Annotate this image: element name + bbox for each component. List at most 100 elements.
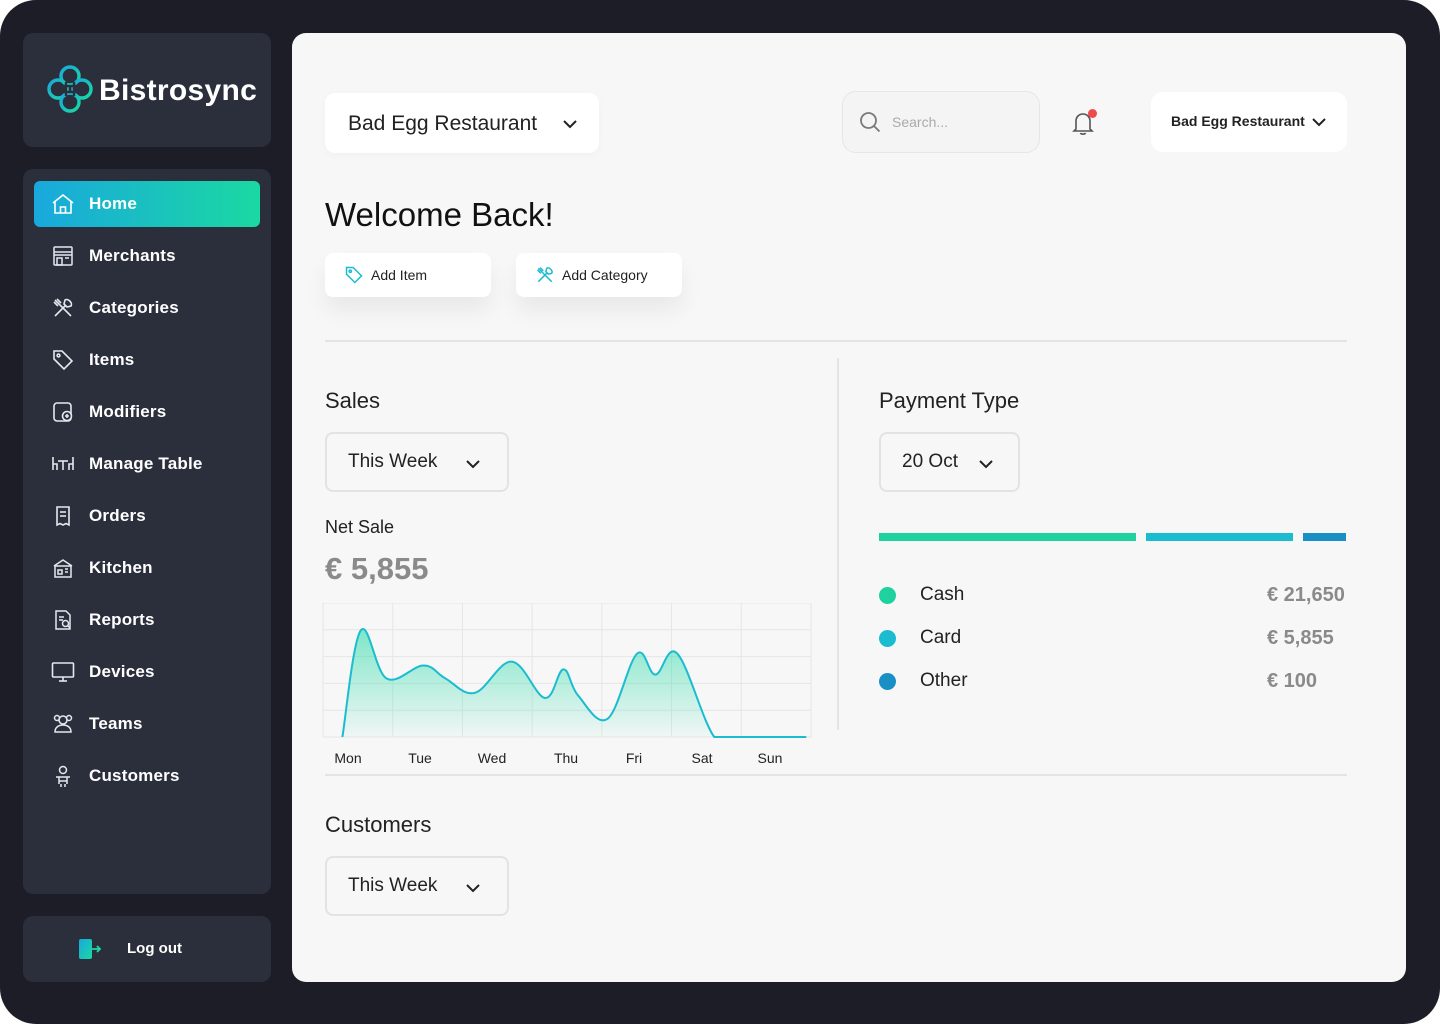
sidebar-item-label: Reports (89, 610, 155, 629)
sidebar-item-orders[interactable]: Orders (34, 493, 260, 539)
chevron-down-icon (1312, 118, 1326, 127)
restaurant-select-value: Bad Egg Restaurant (348, 112, 538, 135)
customers-period-value: This Week (348, 875, 438, 896)
payment-bar-card (1146, 533, 1293, 541)
x-tick-label: Sat (691, 750, 712, 766)
sales-line (341, 628, 807, 738)
payment-bar-other (1303, 533, 1346, 541)
card-dot-icon (879, 630, 896, 647)
x-tick-label: Wed (478, 750, 507, 766)
chevron-down-icon (563, 120, 577, 129)
sidebar-item-label: Home (89, 194, 138, 213)
sales-period-select[interactable]: This Week (325, 432, 509, 492)
x-tick-label: Sun (758, 750, 783, 766)
tag-icon (53, 350, 74, 371)
add-item-label: Add Item (371, 267, 428, 283)
monitor-icon (51, 662, 75, 682)
sidebar-item-devices[interactable]: Devices (34, 649, 260, 695)
sidebar-item-label: Kitchen (89, 558, 153, 577)
bistrosync-logo-icon (47, 65, 93, 113)
account-menu[interactable]: Bad Egg Restaurant (1151, 92, 1347, 152)
sidebar-item-home[interactable]: Home (34, 181, 260, 227)
payment-title: Payment Type (879, 388, 1020, 413)
sidebar-item-label: Customers (89, 766, 180, 785)
logout-button[interactable]: Log out (23, 916, 271, 982)
brand-card: Bistrosync (23, 33, 271, 147)
chevron-down-icon (466, 460, 480, 469)
sidebar-item-items[interactable]: Items (34, 337, 260, 383)
x-tick-label: Tue (408, 750, 432, 766)
x-tick-label: Mon (334, 750, 361, 766)
sidebar-item-modifiers[interactable]: Modifiers (34, 389, 260, 435)
chevron-down-icon (466, 884, 480, 893)
sidebar-item-label: Orders (89, 506, 146, 525)
customers-title: Customers (325, 812, 432, 837)
team-icon (53, 714, 73, 733)
x-tick-label: Fri (626, 750, 642, 766)
other-value: € 100 (1267, 670, 1318, 692)
divider (325, 340, 1347, 342)
restaurant-select[interactable]: Bad Egg Restaurant (325, 93, 599, 153)
payment-period-value: 20 Oct (902, 451, 958, 472)
search-box[interactable] (842, 91, 1040, 153)
kitchen-icon (53, 559, 73, 578)
sales-area (342, 629, 807, 737)
cash-value: € 21,650 (1267, 584, 1345, 606)
receipt-icon (56, 506, 70, 527)
sidebar-item-merchants[interactable]: Merchants (34, 233, 260, 279)
sales-chart: Mon Tue Wed Thu Fri Sat Sun (322, 603, 812, 766)
divider (325, 774, 1347, 776)
add-category-label: Add Category (562, 267, 648, 283)
sales-period-value: This Week (348, 451, 438, 472)
sidebar-nav: Home Merchants Categories Items Modifier… (23, 169, 271, 894)
modifier-icon (53, 402, 73, 422)
chevron-down-icon (979, 460, 993, 469)
cash-dot-icon (879, 587, 896, 604)
add-category-button[interactable]: Add Category (516, 253, 682, 297)
cash-label: Cash (920, 584, 965, 605)
add-item-button[interactable]: Add Item (325, 253, 491, 297)
notification-dot (1088, 109, 1097, 118)
card-label: Card (920, 627, 962, 648)
sidebar-item-label: Devices (89, 662, 155, 681)
sidebar-item-label: Merchants (89, 246, 176, 265)
table-icon (52, 457, 74, 470)
sidebar-item-label: Items (89, 350, 135, 369)
divider (837, 358, 839, 730)
sidebar-item-label: Teams (89, 714, 143, 733)
card-value: € 5,855 (1267, 627, 1334, 649)
sales-title: Sales (325, 388, 381, 413)
net-sale-value: € 5,855 (325, 551, 429, 586)
home-icon (52, 193, 74, 214)
other-label: Other (920, 670, 968, 691)
x-tick-label: Thu (554, 750, 578, 766)
utensils-icon (53, 298, 73, 317)
logout-label: Log out (127, 940, 182, 957)
customer-icon (56, 765, 70, 787)
sidebar-item-categories[interactable]: Categories (34, 285, 260, 331)
tag-icon (345, 266, 363, 284)
sidebar-item-reports[interactable]: Reports (34, 597, 260, 643)
sidebar-item-kitchen[interactable]: Kitchen (34, 545, 260, 591)
bell-icon[interactable] (1070, 110, 1096, 136)
sidebar-item-label: Modifiers (89, 402, 167, 421)
sidebar-item-label: Manage Table (89, 454, 203, 473)
sidebar-item-label: Categories (89, 298, 179, 317)
payment-bar-cash (879, 533, 1136, 541)
main-content: Bad Egg Restaurant Bad Egg Restaurant We… (292, 33, 1406, 982)
sidebar-item-manage-table[interactable]: Manage Table (34, 441, 260, 487)
account-label: Bad Egg Restaurant (1171, 113, 1305, 129)
report-icon (55, 610, 71, 630)
payment-period-select[interactable]: 20 Oct (879, 432, 1020, 492)
other-dot-icon (879, 673, 896, 690)
logout-icon (79, 939, 102, 959)
search-icon (860, 112, 881, 133)
page-title: Welcome Back! (325, 196, 554, 233)
search-input[interactable] (892, 112, 1022, 132)
store-icon (53, 246, 73, 266)
customers-period-select[interactable]: This Week (325, 856, 509, 916)
sidebar-item-teams[interactable]: Teams (34, 701, 260, 747)
sidebar-item-customers[interactable]: Customers (34, 753, 260, 799)
utensils-icon (536, 266, 553, 283)
